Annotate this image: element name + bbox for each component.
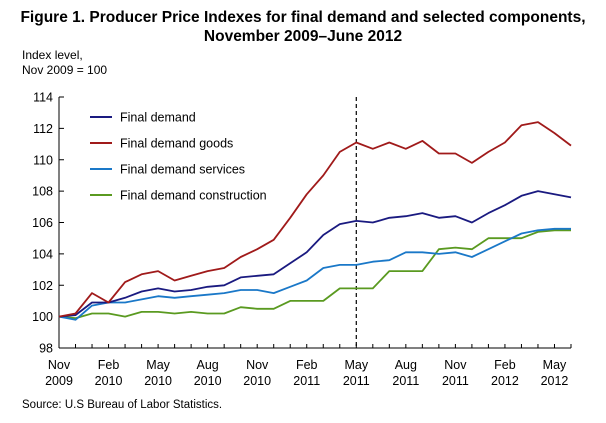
y-tick-label: 106 [32,216,53,230]
chart-title-line1: Figure 1. Producer Price Indexes for fin… [20,9,586,26]
legend-label: Final demand [120,111,196,125]
y-tick-label: 104 [32,247,53,261]
chart-title-line2: November 2009–June 2012 [203,28,403,45]
y-tick-label: 112 [33,122,53,136]
y-tick-label: 108 [32,185,53,199]
legend: Final demand Final demand goods Final dema… [90,111,267,203]
x-tick-label-year: 2010 [194,374,222,388]
x-tick-label-year: 2011 [343,374,370,388]
x-tick-label-year: 2010 [144,374,172,388]
series-line-final-demand-construction [58,229,571,320]
x-tick-label-year: 2011 [392,374,419,388]
y-axis-label: Index level, Nov 2009 = 100 [22,48,107,78]
x-tick-label-year: 2010 [95,374,123,388]
y-axis-label-line2: Nov 2009 = 100 [22,63,108,77]
chart-title: Figure 1. Producer Price Indexes for fin… [0,8,606,46]
x-tick-label-month: Nov [444,358,467,372]
series-lines [58,121,572,321]
y-tick-label: 110 [33,153,53,167]
x-tick-label-month: Feb [494,358,516,372]
y-tick-label: 98 [39,342,53,356]
x-tick-label-month: Nov [48,358,71,372]
x-tick-label-month: May [344,358,368,372]
x-tick-label-year: 2011 [293,374,320,388]
source-note: Source: U.S Bureau of Labor Statistics. [22,399,223,411]
y-tick-label: 102 [32,279,53,293]
series-line-final-demand-services [58,227,571,321]
x-tick-label-year: 2010 [243,374,271,388]
series-line-final-demand-goods [58,121,572,318]
y-axis-label-line1: Index level, [22,48,83,62]
x-tick-label-month: Nov [246,358,269,372]
axes: 98 100 102 104 106 108 110 112 114 Nov 2009 Feb 2010… [32,91,572,388]
x-tick-label-month: Feb [98,358,120,372]
legend-label: Final demand construction [120,189,267,203]
x-tick-label-month: May [146,358,170,372]
series-line-final-demand [58,190,572,318]
legend-label: Final demand services [120,163,245,177]
x-tick-label-month: Aug [395,358,417,372]
x-tick-label-year: 2012 [491,374,519,388]
y-tick-label: 114 [33,91,53,105]
x-tick-label-month: Feb [296,358,318,372]
x-tick-label-month: May [543,358,567,372]
x-tick-label-year: 2011 [442,374,469,388]
x-tick-label-month: Aug [197,358,219,372]
y-tick-label: 100 [32,310,53,324]
legend-label: Final demand goods [120,137,233,151]
x-tick-label-year: 2009 [45,374,73,388]
x-tick-label-year: 2012 [541,374,569,388]
